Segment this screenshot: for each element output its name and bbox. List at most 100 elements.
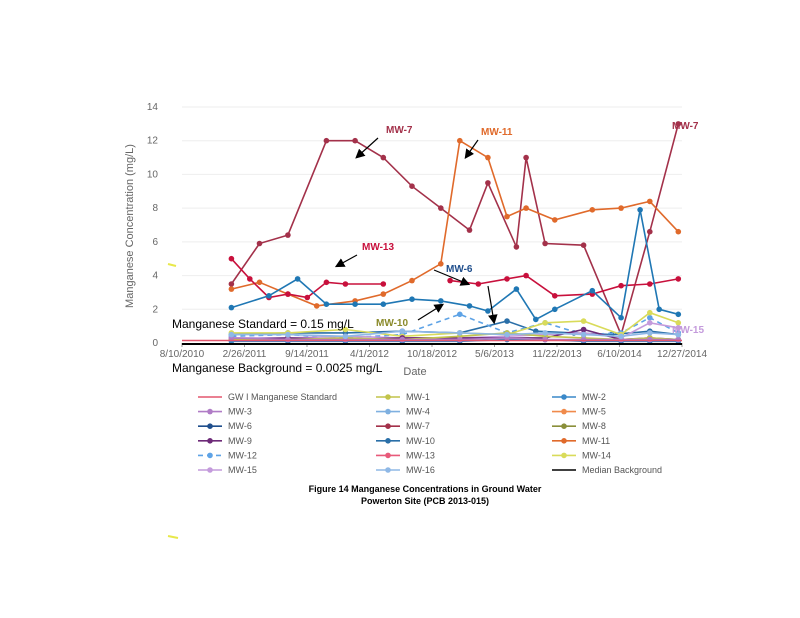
data-point bbox=[323, 137, 330, 144]
legend-item: MW-3 bbox=[198, 407, 252, 417]
legend-item: Median Background bbox=[552, 465, 662, 475]
data-point bbox=[285, 336, 291, 343]
yellow-mark-bottom bbox=[167, 535, 179, 539]
legend-label: MW-4 bbox=[406, 407, 430, 417]
data-point bbox=[342, 326, 349, 333]
data-point bbox=[323, 279, 330, 286]
data-point bbox=[313, 303, 320, 309]
data-point bbox=[647, 320, 653, 326]
data-point bbox=[409, 183, 415, 189]
data-point bbox=[542, 330, 548, 336]
y-tick-label: 2 bbox=[152, 304, 158, 315]
annotation-arrow bbox=[487, 285, 498, 325]
data-point bbox=[580, 336, 587, 343]
legend-label: MW-8 bbox=[582, 421, 606, 431]
legend-marker bbox=[207, 423, 213, 430]
legend-marker bbox=[385, 438, 391, 444]
data-point bbox=[675, 311, 682, 318]
data-point bbox=[523, 154, 529, 161]
data-point bbox=[647, 314, 653, 321]
data-point bbox=[675, 331, 682, 338]
data-point bbox=[457, 311, 463, 318]
x-tick-label: 9/14/2011 bbox=[285, 349, 329, 360]
data-point bbox=[380, 154, 387, 161]
legend-item: MW-10 bbox=[376, 436, 435, 446]
data-point bbox=[247, 276, 253, 282]
x-axis-label: Date bbox=[403, 366, 426, 378]
data-point bbox=[409, 277, 415, 284]
data-point bbox=[342, 281, 349, 287]
data-point bbox=[618, 205, 624, 211]
annotations: MW-7 MW-11 MW-7 MW-13 MW-6 MW-10 MW-15 bbox=[334, 121, 704, 336]
x-tick-label: 5/6/2013 bbox=[475, 349, 514, 360]
legend-item: MW-1 bbox=[376, 392, 430, 402]
data-point bbox=[228, 281, 235, 287]
x-tick-label: 4/1/2012 bbox=[350, 349, 389, 360]
legend-label: Median Background bbox=[582, 465, 662, 475]
data-point bbox=[228, 286, 235, 292]
data-point bbox=[647, 309, 653, 316]
data-point bbox=[485, 154, 491, 161]
legend-label: MW-13 bbox=[406, 450, 435, 460]
legend-item: GW I Manganese Standard bbox=[198, 392, 337, 402]
legend-label: MW-2 bbox=[582, 392, 606, 402]
data-point bbox=[542, 336, 548, 343]
series-mw-13 bbox=[228, 255, 387, 301]
legend-item: MW-11 bbox=[552, 436, 610, 446]
data-point bbox=[513, 286, 520, 292]
legend-marker bbox=[385, 408, 391, 415]
legend-label: MW-6 bbox=[228, 421, 252, 431]
data-point bbox=[675, 325, 682, 331]
data-point bbox=[647, 330, 653, 336]
y-tick-label: 8 bbox=[152, 203, 158, 214]
data-point bbox=[447, 277, 453, 284]
data-point bbox=[409, 296, 415, 303]
data-point bbox=[399, 336, 406, 343]
legend-marker bbox=[207, 467, 213, 473]
legend-label: MW-9 bbox=[228, 436, 252, 446]
data-point bbox=[399, 328, 406, 335]
data-point bbox=[228, 304, 235, 311]
legend-item: MW-5 bbox=[552, 407, 606, 417]
x-tick-label: 10/18/2012 bbox=[407, 349, 457, 360]
x-tick-label: 2/26/2011 bbox=[223, 349, 267, 360]
annotation-label: MW-10 bbox=[376, 318, 408, 329]
data-point bbox=[457, 330, 463, 336]
legend-marker bbox=[207, 408, 213, 415]
figure-caption: Figure 14 Manganese Concentrations in Gr… bbox=[309, 484, 542, 494]
data-point bbox=[285, 331, 291, 338]
legend-item: MW-2 bbox=[552, 392, 606, 402]
data-point bbox=[552, 306, 558, 313]
y-tick-label: 10 bbox=[147, 169, 159, 180]
data-point bbox=[438, 261, 444, 267]
series-mw-7 bbox=[228, 121, 682, 338]
data-point bbox=[542, 320, 548, 326]
legend-label: GW I Manganese Standard bbox=[228, 392, 337, 402]
data-point bbox=[580, 318, 587, 324]
annotation-label: MW-13 bbox=[362, 242, 394, 253]
legend-item: MW-15 bbox=[198, 465, 257, 475]
legend-item: MW-16 bbox=[376, 465, 435, 475]
data-point bbox=[380, 291, 387, 297]
data-point bbox=[533, 316, 539, 323]
data-point bbox=[485, 308, 491, 314]
legend-item: MW-8 bbox=[552, 421, 606, 431]
legend-label: MW-16 bbox=[406, 465, 435, 475]
data-point bbox=[580, 331, 587, 338]
data-point bbox=[675, 336, 682, 343]
legend-label: MW-15 bbox=[228, 465, 257, 475]
data-point bbox=[285, 232, 291, 238]
y-axis-label: Manganese Concentration (mg/L) bbox=[124, 144, 136, 308]
annotation-label: MW-11 bbox=[481, 127, 513, 138]
legend-marker bbox=[207, 452, 213, 459]
legend-marker bbox=[561, 408, 567, 415]
reference-lines bbox=[182, 339, 682, 345]
data-point bbox=[294, 276, 301, 282]
annotation-arrow bbox=[334, 254, 358, 268]
data-point bbox=[523, 205, 529, 211]
series-line bbox=[230, 258, 384, 299]
data-point bbox=[285, 291, 291, 297]
legend-label: MW-10 bbox=[406, 436, 435, 446]
data-point bbox=[542, 240, 548, 247]
